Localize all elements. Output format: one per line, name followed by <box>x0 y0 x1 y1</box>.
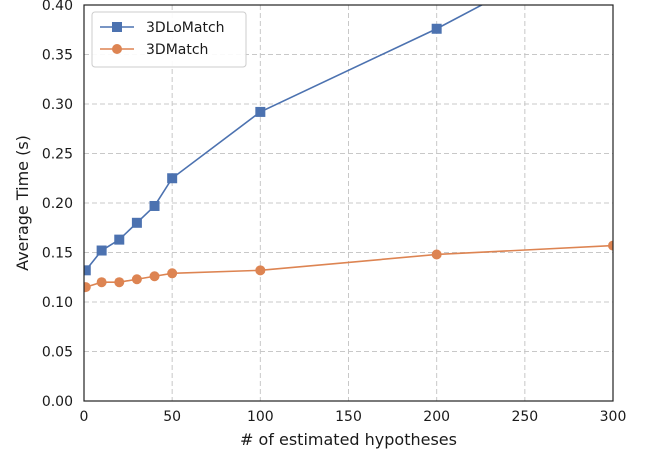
y-tick-label: 0.05 <box>42 345 73 361</box>
series-3dlomatch <box>84 5 484 276</box>
y-tick-label: 0.00 <box>42 394 73 410</box>
data-point <box>84 282 91 293</box>
x-tick-label: 0 <box>80 409 89 425</box>
y-tick-label: 0.35 <box>42 48 73 64</box>
y-tick-label: 0.40 <box>42 0 73 14</box>
y-tick-label: 0.25 <box>42 147 73 163</box>
data-point <box>96 245 107 256</box>
legend-label: 3DMatch <box>146 42 208 58</box>
y-tick-label: 0.15 <box>42 246 73 262</box>
data-point <box>167 173 178 184</box>
y-tick-label: 0.10 <box>42 295 73 311</box>
legend-item-3dlomatch: 3DLoMatch <box>100 20 225 36</box>
data-point <box>84 265 91 276</box>
data-point <box>96 277 107 288</box>
series-3dmatch <box>84 240 613 293</box>
legend-marker <box>112 22 122 32</box>
y-axis-label: Average Time (s) <box>13 135 32 271</box>
grid-lines <box>84 5 613 401</box>
legend-box <box>91 11 247 68</box>
x-tick-label: 300 <box>600 409 627 425</box>
data-point <box>431 249 442 260</box>
x-axis-label: # of estimated hypotheses <box>240 430 457 449</box>
legend: 3DLoMatch 3DMatch <box>91 11 247 68</box>
legend-label: 3DLoMatch <box>146 20 225 36</box>
data-point <box>608 240 613 251</box>
data-point <box>131 217 142 228</box>
x-axis-ticks: 0 50 100 150 200 250 300 <box>80 409 627 425</box>
plot-frame <box>83 4 614 402</box>
legend-marker <box>112 44 122 54</box>
data-point <box>167 268 178 279</box>
data-point <box>255 265 266 276</box>
y-tick-label: 0.20 <box>42 196 73 212</box>
data-point <box>149 200 160 211</box>
data-point <box>114 277 125 288</box>
legend-item-3dmatch: 3DMatch <box>100 42 208 58</box>
data-point <box>114 234 125 245</box>
data-point <box>149 271 160 282</box>
data-point <box>255 106 266 117</box>
x-tick-label: 50 <box>163 409 181 425</box>
x-tick-label: 200 <box>423 409 450 425</box>
series-layer <box>84 5 613 293</box>
x-tick-label: 150 <box>335 409 362 425</box>
x-tick-label: 250 <box>511 409 538 425</box>
data-point <box>131 274 142 285</box>
series-line <box>85 244 613 288</box>
x-tick-label: 100 <box>247 409 274 425</box>
y-tick-label: 0.30 <box>42 97 73 113</box>
y-axis-ticks: 0.00 0.05 0.10 0.15 0.20 0.25 0.30 0.35 0.40 <box>42 0 73 410</box>
data-point <box>431 23 442 34</box>
